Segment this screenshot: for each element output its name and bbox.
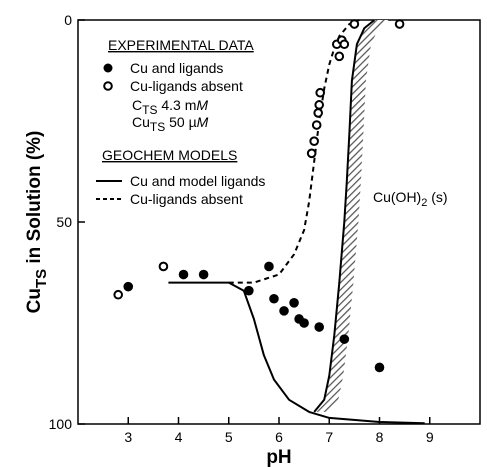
x-tick-label: 4 <box>175 429 183 445</box>
filled-data-point <box>178 269 189 280</box>
note2-post: 50 µ <box>165 114 196 130</box>
open-data-point <box>158 261 169 272</box>
y-tick-label: 0 <box>64 12 72 28</box>
open-data-point <box>339 39 350 50</box>
filled-data-point <box>299 318 309 328</box>
filled-data-point <box>264 261 274 272</box>
open-data-point <box>334 51 345 62</box>
open-data-point <box>313 108 323 118</box>
note2-sub: TS <box>150 120 165 134</box>
data-points <box>113 19 405 373</box>
x-tick-label: 3 <box>124 429 132 445</box>
filled-data-point <box>198 269 209 280</box>
filled-data-point <box>374 362 385 373</box>
note2-unit: M <box>197 114 209 130</box>
open-data-point <box>394 19 405 29</box>
open-data-point <box>349 19 360 29</box>
axis-ticks: 3 4 5 6 7 8 9 0 50 100 <box>49 12 434 445</box>
legend-note-cuts: CuTS 50 µM <box>132 114 209 134</box>
x-tick-label: 7 <box>325 429 333 445</box>
note1-unit: M <box>196 97 208 113</box>
y-axis-title: CuTS in Solution (%) <box>24 131 50 314</box>
filled-data-point <box>314 322 325 332</box>
open-data-point <box>113 289 123 300</box>
open-data-point <box>306 148 317 159</box>
open-data-point <box>309 136 319 146</box>
annotation-pre: Cu(OH) <box>373 189 421 205</box>
open-data-point <box>315 87 326 98</box>
legend-filled-label: Cu and ligands <box>130 60 223 76</box>
legend-note-cts: CTS 4.3 mM <box>132 97 208 117</box>
legend-models: GEOCHEM MODELS Cu and model ligands Cu-l… <box>96 147 265 207</box>
open-data-point <box>314 100 325 110</box>
legend-solid-label: Cu and model ligands <box>130 173 265 189</box>
y-tick-label: 50 <box>56 214 72 230</box>
y-axis-title-main: Cu <box>24 288 45 313</box>
x-tick-label: 9 <box>426 429 434 445</box>
note2-pre: Cu <box>132 114 150 130</box>
filled-data-point <box>269 293 279 304</box>
annotation-post: (s) <box>427 189 447 205</box>
note1-pre: C <box>132 97 142 113</box>
cuoh2-annotation: Cu(OH)2 (s) <box>373 189 448 209</box>
legend-filled-marker <box>103 63 113 73</box>
note1-post: 4.3 m <box>157 97 196 113</box>
legend-experimental-heading: EXPERIMENTAL DATA <box>108 37 254 53</box>
x-tick-label: 5 <box>225 429 233 445</box>
y-axis-title-sub: TS <box>33 269 50 288</box>
filled-data-point <box>123 281 134 292</box>
filled-data-point <box>279 306 289 316</box>
model-curve-solid <box>168 281 425 425</box>
x-tick-label: 6 <box>275 429 283 445</box>
annotation-sub: 2 <box>421 197 427 209</box>
filled-data-point <box>289 298 299 308</box>
open-data-point <box>311 120 322 130</box>
filled-data-point <box>339 334 350 344</box>
legend-open-label: Cu-ligands absent <box>130 78 243 94</box>
model-curve-solid <box>313 19 376 413</box>
precipitate-hatch-band <box>314 20 389 412</box>
y-axis-title-tail: in Solution (%) <box>24 131 45 269</box>
legend-models-heading: GEOCHEM MODELS <box>102 147 237 163</box>
x-tick-label: 8 <box>376 429 384 445</box>
legend-dashed-label: Cu-ligands absent <box>130 191 243 207</box>
y-tick-label: 100 <box>49 416 73 432</box>
x-axis-title: pH <box>266 447 291 467</box>
note1-sub: TS <box>142 103 157 117</box>
legend-open-marker <box>103 81 113 91</box>
legend-experimental: EXPERIMENTAL DATA Cu and ligands Cu-liga… <box>103 37 254 134</box>
filled-data-point <box>244 285 254 296</box>
